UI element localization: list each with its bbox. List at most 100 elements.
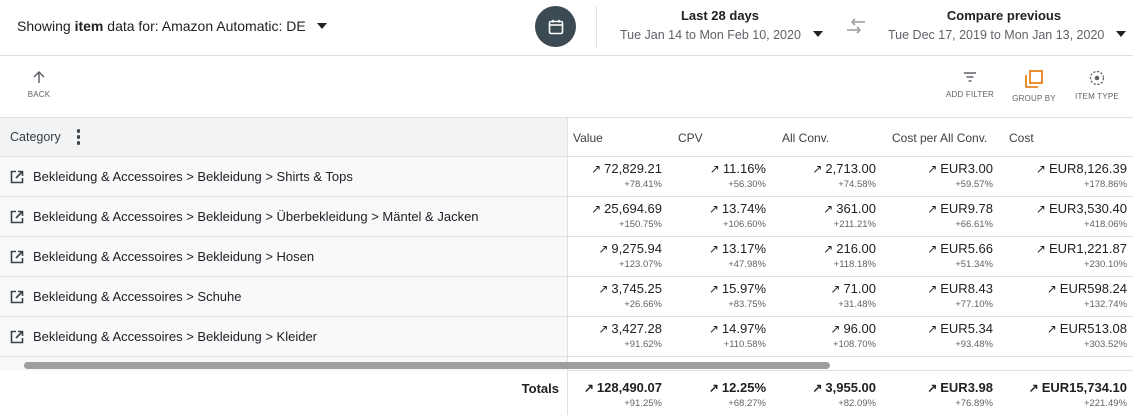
metric-value-text: 96.00	[843, 321, 876, 336]
cell-all-conv: ↗ 2,713.00 +74.58%	[812, 161, 876, 190]
open-in-new-icon[interactable]	[10, 170, 24, 184]
metric-value-text: 72,829.21	[604, 161, 662, 176]
cell-cpv: ↗ 11.16% +56.30%	[710, 161, 766, 190]
compare-range-dates: Tue Dec 17, 2019 to Mon Jan 13, 2020	[888, 28, 1105, 42]
chevron-down-icon	[316, 23, 327, 29]
category-label: Bekleidung & Accessoires > Bekleidung > …	[33, 169, 353, 184]
metric-value-text: EUR5.66	[940, 241, 993, 256]
trend-up-icon: ↗	[823, 242, 834, 256]
trend-up-icon: ↗	[591, 162, 602, 176]
column-header-cost-per-conv[interactable]: Cost per All Conv.	[892, 131, 988, 145]
item-type-button[interactable]: ITEM TYPE	[1073, 70, 1121, 101]
cell-value: ↗ 3,427.28 +91.62%	[598, 321, 662, 350]
column-header-all-conv[interactable]: All Conv.	[782, 131, 830, 145]
metric-change: +77.10%	[955, 299, 993, 310]
metric-change: +106.60%	[722, 219, 766, 230]
metric-value-text: EUR3.00	[940, 161, 993, 176]
category-cell[interactable]: Bekleidung & Accessoires > Bekleidung > …	[0, 197, 568, 236]
metric-value: ↗ 96.00	[830, 321, 876, 336]
metric-value-text: EUR3.98	[940, 380, 993, 395]
cell-cost-per-conv: ↗ EUR3.00 +59.57%	[927, 161, 993, 190]
group-by-button[interactable]: GROUP BY	[1010, 70, 1058, 103]
open-in-new-icon[interactable]	[10, 330, 24, 344]
column-header-value[interactable]: Value	[573, 131, 603, 145]
open-in-new-icon[interactable]	[10, 290, 24, 304]
scrollbar-thumb[interactable]	[24, 362, 830, 369]
metric-change: +82.09%	[838, 398, 876, 409]
report-header: Showing item data for: Amazon Automatic:…	[0, 0, 1133, 56]
metric-value-text: 9,275.94	[611, 241, 662, 256]
metric-value-text: 2,713.00	[825, 161, 876, 176]
more-vert-icon[interactable]	[76, 129, 81, 145]
metric-change: +51.34%	[955, 259, 993, 270]
metric-value: ↗ 13.74%	[709, 201, 766, 216]
metric-value-text: 3,745.25	[611, 281, 662, 296]
metric-value-text: EUR513.08	[1059, 321, 1127, 336]
add-filter-button[interactable]: ADD FILTER	[944, 70, 996, 99]
metric-value: ↗ 11.16%	[710, 161, 766, 176]
metric-value: ↗ EUR1,221.87	[1036, 241, 1127, 256]
total-cell-cost: ↗ EUR15,734.10 +221.49%	[1029, 380, 1127, 409]
chevron-down-icon	[1116, 31, 1127, 37]
arrow-up-icon	[33, 70, 45, 83]
trend-up-icon: ↗	[708, 202, 719, 216]
metric-change: +91.62%	[624, 339, 662, 350]
category-column-header[interactable]: Category	[0, 118, 568, 156]
category-cell[interactable]: Bekleidung & Accessoires > Bekleidung > …	[0, 317, 568, 356]
metric-change: +132.74%	[1083, 299, 1127, 310]
trend-up-icon: ↗	[812, 162, 823, 176]
category-cell[interactable]: Bekleidung & Accessoires > Bekleidung > …	[0, 237, 568, 276]
date-range-selector[interactable]: Last 28 days Tue Jan 14 to Mon Feb 10, 2…	[620, 8, 823, 42]
metric-change: +66.61%	[955, 219, 993, 230]
metric-change: +150.75%	[618, 219, 662, 230]
data-source-selector[interactable]: Showing item data for: Amazon Automatic:…	[17, 18, 327, 34]
cell-all-conv: ↗ 361.00 +211.21%	[823, 201, 876, 230]
open-in-new-icon[interactable]	[10, 250, 24, 264]
metric-value: ↗ 3,427.28	[598, 321, 662, 336]
metric-change: +418.06%	[1083, 219, 1127, 230]
trend-up-icon: ↗	[1046, 322, 1057, 336]
date-range-title: Last 28 days	[680, 8, 760, 23]
metric-value: ↗ EUR5.66	[927, 241, 993, 256]
metric-value-text: 13.74%	[721, 201, 766, 216]
filter-icon	[964, 72, 976, 82]
metric-change: +47.98%	[728, 259, 766, 270]
back-button[interactable]: BACK	[22, 70, 56, 99]
metric-value: ↗ EUR9.78	[927, 201, 993, 216]
horizontal-scrollbar[interactable]	[0, 357, 1133, 371]
calendar-button[interactable]	[535, 6, 576, 47]
totals-label-cell: Totals	[0, 372, 568, 415]
category-cell[interactable]: Bekleidung & Accessoires > Bekleidung > …	[0, 157, 568, 196]
open-in-new-icon[interactable]	[10, 210, 24, 224]
table-header: Category Value CPV All Conv. Cost per Al…	[0, 118, 1133, 157]
metric-change: +230.10%	[1083, 259, 1127, 270]
metric-value: ↗ 14.97%	[709, 321, 766, 336]
metric-change: +118.18%	[833, 259, 876, 270]
category-cell[interactable]: Bekleidung & Accessoires > Schuhe	[0, 277, 568, 316]
metric-value: ↗ 128,490.07	[584, 380, 662, 395]
metric-value-text: 71.00	[843, 281, 876, 296]
metric-value-text: 11.16%	[722, 161, 766, 176]
column-header-cpv[interactable]: CPV	[678, 131, 703, 145]
metric-value-text: EUR8,126.39	[1048, 161, 1127, 176]
metric-value-text: 216.00	[836, 241, 876, 256]
group-by-icon	[1025, 70, 1043, 88]
metric-value: ↗ 216.00	[823, 241, 876, 256]
compare-swap-icon[interactable]	[844, 16, 868, 36]
metric-change: +108.70%	[832, 339, 876, 350]
column-header-cost[interactable]: Cost	[1009, 131, 1034, 145]
category-label: Bekleidung & Accessoires > Bekleidung > …	[33, 249, 315, 264]
metric-value: ↗ 2,713.00	[812, 161, 876, 176]
cell-cost: ↗ EUR8,126.39 +178.86%	[1036, 161, 1127, 190]
trend-up-icon: ↗	[708, 322, 719, 336]
metric-value-text: EUR5.34	[940, 321, 993, 336]
metric-value-text: 15.97%	[721, 281, 766, 296]
compare-range-selector[interactable]: Compare previous Tue Dec 17, 2019 to Mon…	[888, 8, 1127, 42]
trend-up-icon: ↗	[598, 282, 609, 296]
cell-value: ↗ 9,275.94 +123.07%	[598, 241, 662, 270]
showing-level: item	[74, 18, 104, 34]
metric-change: +56.30%	[728, 179, 766, 190]
metric-change: +91.25%	[624, 398, 662, 409]
group-by-label: GROUP BY	[1012, 94, 1056, 103]
trend-up-icon: ↗	[709, 162, 720, 176]
